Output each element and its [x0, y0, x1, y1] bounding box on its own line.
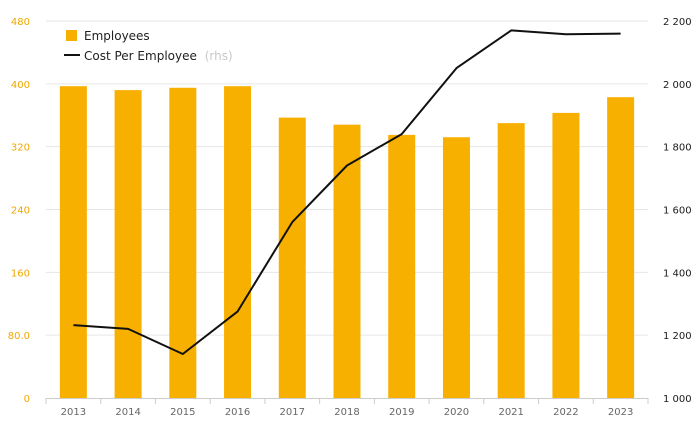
- legend-label-employees: Employees: [84, 29, 150, 43]
- y-left-tick-label: 400: [11, 80, 30, 91]
- bar: [388, 134, 416, 398]
- legend-label-cost-name: Cost Per Employee: [84, 49, 197, 63]
- bar: [278, 117, 306, 398]
- legend-swatch-employees: [66, 30, 77, 41]
- y-right-tick-label: 2 000: [663, 80, 692, 91]
- y-right-tick-label: 2 200: [663, 17, 692, 28]
- y-right-tick-label: 1 000: [663, 394, 692, 405]
- y-left-tick-label: 160: [11, 268, 30, 279]
- x-tick-label: 2015: [170, 407, 195, 418]
- y-left-tick-label: 0: [24, 394, 30, 405]
- bar: [59, 86, 87, 399]
- bar: [114, 90, 142, 398]
- bar: [224, 86, 252, 399]
- legend-label-cost-per-employee: Cost Per Employee (rhs): [84, 49, 233, 63]
- bar: [442, 137, 470, 398]
- legend-label-rhs-note: (rhs): [205, 49, 233, 63]
- y-right-tick-label: 1 200: [663, 331, 692, 342]
- x-tick-label: 2022: [553, 407, 578, 418]
- bar: [552, 112, 580, 399]
- x-tick-label: 2021: [498, 407, 523, 418]
- y-right-tick-label: 1 400: [663, 268, 692, 279]
- x-tick-label: 2016: [225, 407, 250, 418]
- cost-per-employee-line: [73, 29, 621, 355]
- x-tick-label: 2023: [608, 407, 633, 418]
- legend: Employees Cost Per Employee (rhs): [64, 29, 233, 63]
- x-tick-label: 2013: [61, 407, 86, 418]
- line-series: [73, 29, 621, 355]
- y-right-tick-label: 1 600: [663, 206, 692, 217]
- y-left-tick-label: 320: [11, 143, 30, 154]
- bar: [497, 123, 525, 399]
- x-tick-label: 2019: [389, 407, 414, 418]
- y-left-tick-label: 80.0: [8, 331, 30, 342]
- x-tick-label: 2020: [444, 407, 469, 418]
- y-left-tick-label: 240: [11, 206, 30, 217]
- x-tick-label: 2014: [115, 407, 140, 418]
- bar: [169, 87, 197, 399]
- axes: 0 1 000 80.0 1 200 160 1 400 240 1 600 320 1 800 4…: [8, 17, 692, 418]
- bar: [607, 97, 635, 398]
- x-tick-label: 2017: [280, 407, 305, 418]
- y-left-tick-label: 480: [11, 17, 30, 28]
- y-right-tick-label: 1 800: [663, 143, 692, 154]
- bar-series: [59, 86, 635, 399]
- x-tick-label: 2018: [334, 407, 359, 418]
- bar: [333, 124, 361, 399]
